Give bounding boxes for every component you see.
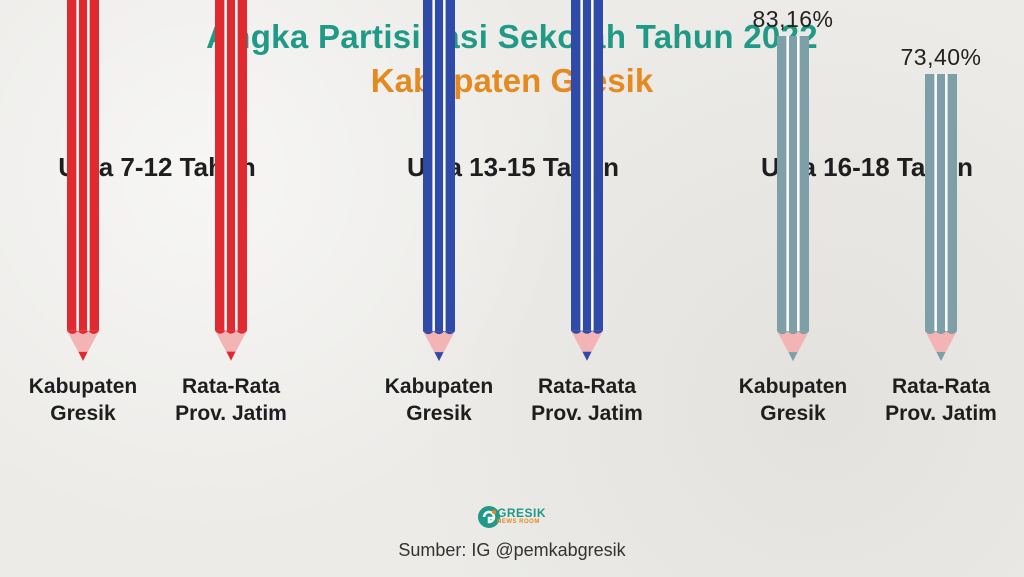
pencil-tip: [936, 351, 946, 361]
pencil-body: [215, 0, 247, 332]
pencil-cone: [423, 331, 455, 362]
pencil-bar: [571, 0, 603, 362]
pencil-bar: [215, 0, 247, 362]
category-label: Rata-Rata Prov. Jatim: [861, 373, 1021, 427]
category-line: Kabupaten: [384, 375, 494, 398]
pencil-bar: [67, 0, 99, 362]
value-label: 83,16%: [752, 5, 834, 32]
pencil-cone: [777, 330, 809, 361]
pencil-tip: [78, 352, 88, 362]
pencil-cone: [925, 330, 957, 361]
category-line: Rata-Rata: [181, 375, 281, 398]
logo-text: GRESIK: [497, 506, 547, 520]
category-label: Kabupaten Gresik: [713, 373, 873, 427]
category-line: Prov. Jatim: [531, 402, 643, 425]
category-label: Rata-Rata Prov. Jatim: [507, 373, 667, 427]
group-title: Usia 7-12 Tahun: [58, 152, 256, 182]
pencil-edge: [423, 331, 455, 335]
pencil-tip: [788, 351, 798, 361]
pencil-cone: [67, 331, 99, 362]
category-line: Gresik: [50, 402, 116, 425]
category-line: Prov. Jatim: [885, 402, 997, 425]
pencil-cone: [215, 331, 247, 362]
category-label: Kabupaten Gresik: [359, 373, 519, 427]
pencil-bar: [777, 35, 809, 361]
source-text: Sumber: IG @pemkabgresik: [398, 540, 626, 560]
pencil-edge: [925, 330, 957, 334]
pencil-bar: [423, 0, 455, 362]
pencil-tip: [226, 352, 236, 362]
pencil-tip: [582, 352, 592, 362]
group-title: Usia 16-18 Tahun: [761, 152, 973, 182]
pencil-body: [571, 0, 603, 332]
pencil-body: [67, 0, 99, 332]
value-label: 73,40%: [900, 44, 982, 70]
pencil-body: [423, 0, 455, 332]
category-line: Gresik: [760, 402, 826, 425]
category-label: Kabupaten Gresik: [3, 373, 163, 427]
category-line: Rata-Rata: [537, 375, 637, 398]
pencil-cone: [571, 331, 603, 362]
category-line: Gresik: [406, 402, 472, 425]
logo-subtext: NEWS ROOM: [497, 519, 540, 525]
pencil-edge: [215, 331, 247, 335]
category-label: Rata-Rata Prov. Jatim: [151, 373, 311, 427]
chart-subtitle: Kabupaten Gresik: [370, 62, 654, 99]
pencil-body: [925, 74, 957, 331]
pencil-edge: [67, 331, 99, 335]
pencil-edge: [571, 331, 603, 335]
pencil-tip: [434, 352, 444, 362]
category-line: Kabupaten: [738, 375, 848, 398]
group-title: Usia 13-15 Tahun: [407, 152, 619, 182]
chart-title: Angka Partisipasi Sekolah Tahun 2022: [206, 18, 818, 55]
pencil-bar: [925, 74, 957, 361]
category-line: Kabupaten: [28, 375, 138, 398]
category-line: Prov. Jatim: [175, 402, 287, 425]
category-line: Rata-Rata: [891, 375, 991, 398]
pencil-body: [777, 35, 809, 331]
pencil-edge: [777, 330, 809, 334]
gresik-logo-icon: [478, 506, 500, 528]
